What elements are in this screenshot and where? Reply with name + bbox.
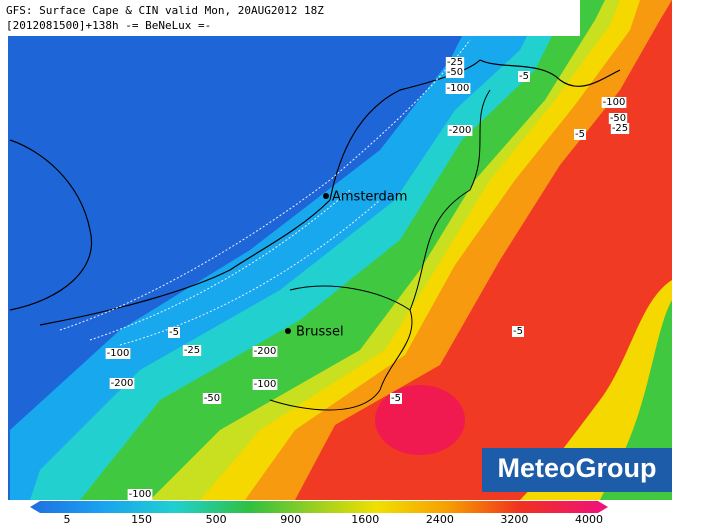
logo-box [482,448,672,492]
contour-label: -50 [610,113,626,124]
contour-label: -200 [449,125,472,136]
colorbar-tick-label: 1600 [351,513,379,526]
field-red [295,0,672,500]
contour-label: -200 [111,378,134,389]
contour-label: -5 [391,393,401,404]
contour-label-bg [105,348,131,359]
contour-label-bg [202,393,222,404]
contour-label: -100 [129,489,152,500]
contour-label: -5 [169,327,179,338]
contour-label: -50 [204,393,220,404]
logo: MeteoGroup [498,453,657,483]
header-line1: GFS: Surface Cape & CIN valid Mon, 20AUG… [6,4,324,17]
colorbar-tick-label: 4000 [575,513,603,526]
contour-label-bg [182,345,202,356]
contour-label: -100 [603,97,626,108]
contour-label: -25 [447,57,463,68]
colorbar [30,501,608,513]
contour-label: -25 [184,345,200,356]
colorbar-tick-label: 3200 [500,513,528,526]
contour-label: -5 [519,71,529,82]
contour-label: -100 [447,83,470,94]
contour-label-bg [445,67,465,78]
field-magenta [375,385,465,455]
city-label: Amsterdam [332,190,407,205]
contour-label-bg [390,393,402,404]
borders [269,89,491,411]
contour-label: -200 [254,346,277,357]
header-box [0,0,580,36]
colorbar-tick-label: 900 [280,513,301,526]
contour-label-bg [109,378,135,389]
contour-label-bg [447,125,473,136]
contour-label-bg [601,97,627,108]
header-line2: [2012081500]+138h -= BeNeLux =- [6,19,211,32]
city-label: Brussel [296,325,344,340]
contour-label: -5 [513,326,523,337]
contour-label-bg [574,129,586,140]
contour-label: -50 [447,67,463,78]
contour-label-bg [518,71,530,82]
colorbar-tick-label: 150 [131,513,152,526]
contour-label: -100 [254,379,277,390]
field [8,0,672,500]
colorbar-tick-label: 2400 [426,513,454,526]
contour-label-bg [445,57,465,68]
colorbar-tick-label: 500 [206,513,227,526]
city-dot [323,193,329,199]
contour-label-bg [608,113,628,124]
city-dot [285,328,291,334]
contour-label-bg [252,379,278,390]
contour-label: -5 [575,129,585,140]
contour-label-bg [610,123,630,134]
colorbar-tick-label: 5 [64,513,71,526]
contour-label-bg [252,346,278,357]
contour-label: -100 [107,348,130,359]
contour-label-bg [127,489,153,500]
coast-uk [9,139,93,311]
contour-label-bg [445,83,471,94]
contour-label-bg [512,326,524,337]
contour-label-bg [168,327,180,338]
contour-label: -25 [612,123,628,134]
cin-contours [59,39,471,346]
